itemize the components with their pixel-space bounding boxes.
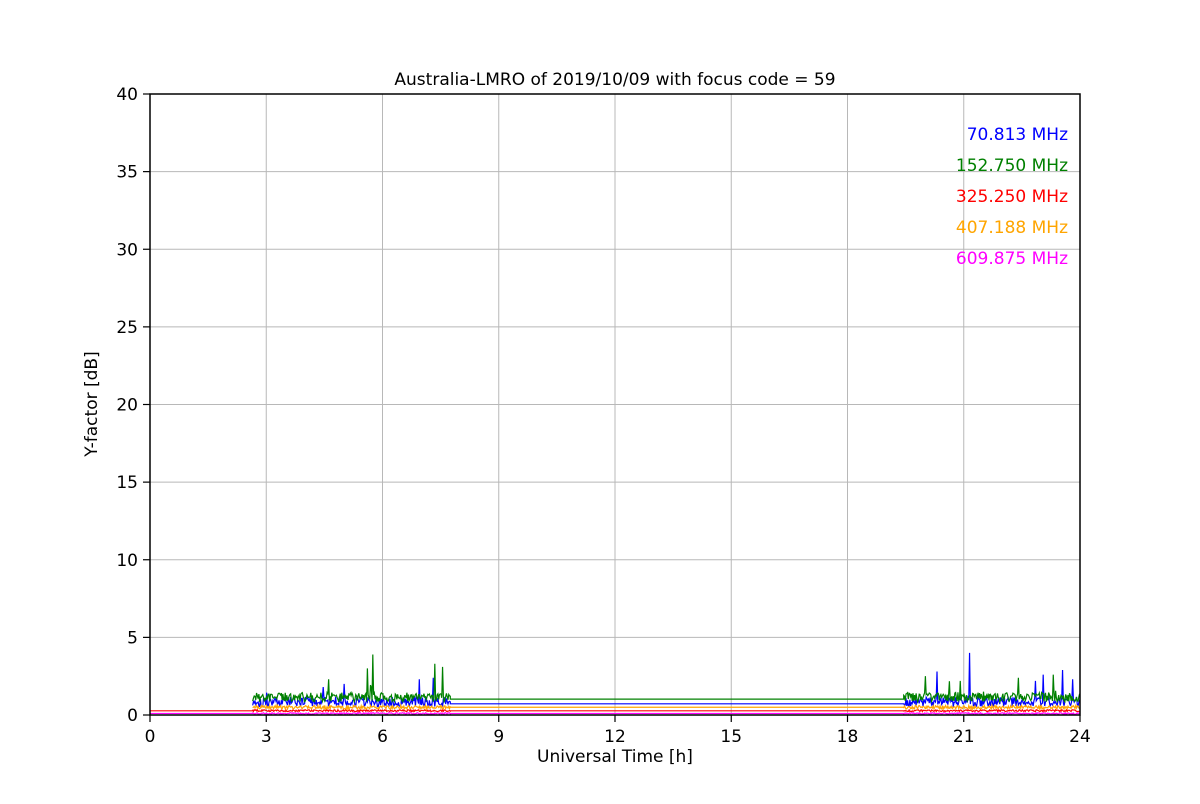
y-axis-label: Y-factor [dB] bbox=[82, 351, 102, 457]
series-325-250-mhz bbox=[150, 708, 1080, 713]
series-609-875-mhz bbox=[150, 711, 1080, 715]
legend-entry-609-875-mhz: 609.875 MHz bbox=[956, 249, 1068, 269]
x-tick-label: 21 bbox=[953, 727, 975, 747]
x-tick-label: 18 bbox=[837, 727, 859, 747]
grid-lines bbox=[149, 93, 1081, 716]
y-tick-label: 40 bbox=[116, 85, 138, 105]
series-70-813-mhz bbox=[252, 652, 1080, 709]
x-axis-label: Universal Time [h] bbox=[537, 747, 693, 767]
legend-entry-407-188-mhz: 407.188 MHz bbox=[956, 218, 1068, 238]
x-tick-label: 24 bbox=[1069, 727, 1091, 747]
x-tick-label: 6 bbox=[377, 727, 388, 747]
x-tick-label: 12 bbox=[604, 727, 626, 747]
legend: 70.813 MHz 152.750 MHz 325.250 MHz 407.188 … bbox=[956, 125, 1068, 269]
x-tick-label: 15 bbox=[720, 727, 742, 747]
y-tick-label: 35 bbox=[116, 163, 138, 183]
data-series bbox=[150, 652, 1080, 715]
y-tick-label: 10 bbox=[116, 551, 138, 571]
y-tick-label: 25 bbox=[116, 318, 138, 338]
y-tick-label: 20 bbox=[116, 396, 138, 416]
y-tick-label: 5 bbox=[127, 628, 138, 648]
x-tick-label: 0 bbox=[145, 727, 156, 747]
y-tick-label: 0 bbox=[127, 706, 138, 726]
y-tick-label: 30 bbox=[116, 240, 138, 260]
x-tick-label: 3 bbox=[261, 727, 272, 747]
legend-entry-152-750-mhz: 152.750 MHz bbox=[956, 156, 1068, 176]
chart-title: Australia-LMRO of 2019/10/09 with focus … bbox=[394, 70, 835, 90]
y-tick-label: 15 bbox=[116, 473, 138, 493]
series-407-188-mhz bbox=[252, 703, 1080, 712]
series-152-750-mhz bbox=[252, 654, 1080, 704]
x-tick-label: 9 bbox=[493, 727, 504, 747]
axis-ticks: 0 3 6 9 12 15 18 21 24 0 5 10 15 20 25 30 35 40 bbox=[116, 85, 1090, 747]
legend-entry-70-813-mhz: 70.813 MHz bbox=[967, 125, 1068, 145]
legend-entry-325-250-mhz: 325.250 MHz bbox=[956, 187, 1068, 207]
